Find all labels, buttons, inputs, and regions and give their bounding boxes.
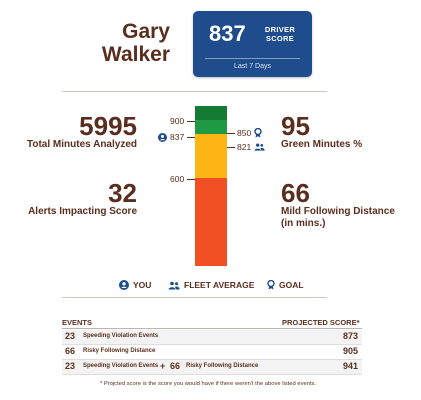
event-description: Speeding Violation Events bbox=[83, 333, 159, 339]
tick-900-label: 900 bbox=[170, 116, 185, 126]
you-marker-line bbox=[187, 137, 195, 138]
driver-score-value: 837 bbox=[209, 21, 246, 46]
total-minutes-label: Total Minutes Analyzed bbox=[26, 139, 137, 150]
score-gauge bbox=[195, 106, 227, 266]
you-marker-value: 837 bbox=[170, 132, 185, 142]
total-minutes-stat: 5995 Total Minutes Analyzed bbox=[20, 113, 137, 151]
award-icon bbox=[254, 128, 262, 138]
fleet-marker: 821 bbox=[237, 142, 265, 152]
goal-marker-line bbox=[227, 133, 235, 134]
tick-600-label: 600 bbox=[170, 174, 185, 184]
plus-sign: + bbox=[160, 361, 166, 371]
total-minutes-value: 5995 bbox=[79, 111, 137, 141]
goal-marker: 850 bbox=[237, 128, 262, 138]
event-count: 23 bbox=[65, 361, 76, 371]
event-description: Speeding Violation Events bbox=[83, 363, 159, 369]
legend-you-label: YOU bbox=[133, 280, 152, 290]
driver-score-card: 837 DRIVER SCORE Last 7 Days bbox=[193, 11, 312, 77]
alerts-stat: 32 Alerts Impacting Score bbox=[20, 180, 137, 218]
green-minutes-label: Green Minutes % bbox=[281, 139, 363, 150]
projected-score: 873 bbox=[342, 331, 358, 341]
event-count: 23 bbox=[65, 331, 76, 341]
you-marker: 837 bbox=[158, 132, 184, 142]
top-divider bbox=[62, 91, 327, 92]
tick-900-line bbox=[187, 121, 195, 122]
users-icon bbox=[168, 281, 180, 290]
legend-fleet: FLEET AVERAGE bbox=[168, 280, 254, 290]
user-circle-icon bbox=[119, 280, 129, 290]
table-row: 66 Risky Following Distance 905 bbox=[62, 345, 362, 360]
driver-score-label: DRIVER SCORE bbox=[260, 25, 300, 43]
mild-following-label-line1: Mild Following Distance bbox=[281, 206, 395, 217]
score-divider bbox=[205, 58, 300, 59]
legend-goal: GOAL bbox=[267, 280, 304, 290]
legend-fleet-label: FLEET AVERAGE bbox=[184, 280, 255, 290]
event-count-secondary: 66 bbox=[170, 361, 181, 371]
fleet-marker-line bbox=[227, 147, 235, 148]
award-icon bbox=[267, 280, 275, 290]
mild-following-label-line2: (in mins.) bbox=[281, 218, 326, 229]
legend-divider bbox=[62, 297, 327, 298]
mild-following-value: 66 bbox=[281, 178, 310, 208]
driver-name: Gary Walker bbox=[80, 20, 170, 66]
driver-score-label-line2: SCORE bbox=[265, 34, 295, 43]
green-minutes-stat: 95 Green Minutes % bbox=[281, 113, 411, 151]
projected-score: 905 bbox=[342, 346, 358, 356]
alerts-value: 32 bbox=[108, 178, 137, 208]
event-description-secondary: Risky Following Distance bbox=[186, 363, 259, 369]
tick-600-line bbox=[187, 179, 195, 180]
mild-following-stat: 66 Mild Following Distance (in mins.) bbox=[281, 180, 416, 230]
goal-marker-value: 850 bbox=[237, 128, 252, 138]
legend-you: YOU bbox=[119, 280, 151, 290]
table-row: 23 Speeding Violation Events 873 bbox=[62, 330, 362, 345]
table-header-divider bbox=[62, 328, 362, 329]
footnote: * Projcted score is the score you would … bbox=[100, 381, 317, 387]
user-circle-icon bbox=[158, 132, 167, 142]
driver-score-label-line1: DRIVER bbox=[264, 25, 296, 34]
table-row: 23 Speeding Violation Events + 66 Risky … bbox=[62, 360, 362, 375]
projected-score: 941 bbox=[342, 361, 358, 371]
green-minutes-value: 95 bbox=[281, 111, 310, 141]
gauge-yellow-band bbox=[195, 134, 227, 178]
fleet-marker-value: 821 bbox=[237, 142, 252, 152]
projected-score-header: PROJECTED SCORE* bbox=[282, 318, 360, 327]
events-header: EVENTS bbox=[62, 318, 93, 327]
gauge-green-band bbox=[195, 106, 227, 120]
gauge-red-band bbox=[195, 178, 227, 266]
driver-first-name: Gary bbox=[122, 20, 170, 43]
event-description: Risky Following Distance bbox=[83, 348, 156, 354]
alerts-label: Alerts Impacting Score bbox=[28, 206, 137, 217]
legend-goal-label: GOAL bbox=[279, 280, 304, 290]
event-count: 66 bbox=[65, 346, 76, 356]
users-icon bbox=[254, 143, 265, 151]
driver-last-name: Walker bbox=[101, 43, 170, 66]
score-period: Last 7 Days bbox=[234, 63, 271, 70]
gauge-green-band-light bbox=[195, 120, 227, 134]
